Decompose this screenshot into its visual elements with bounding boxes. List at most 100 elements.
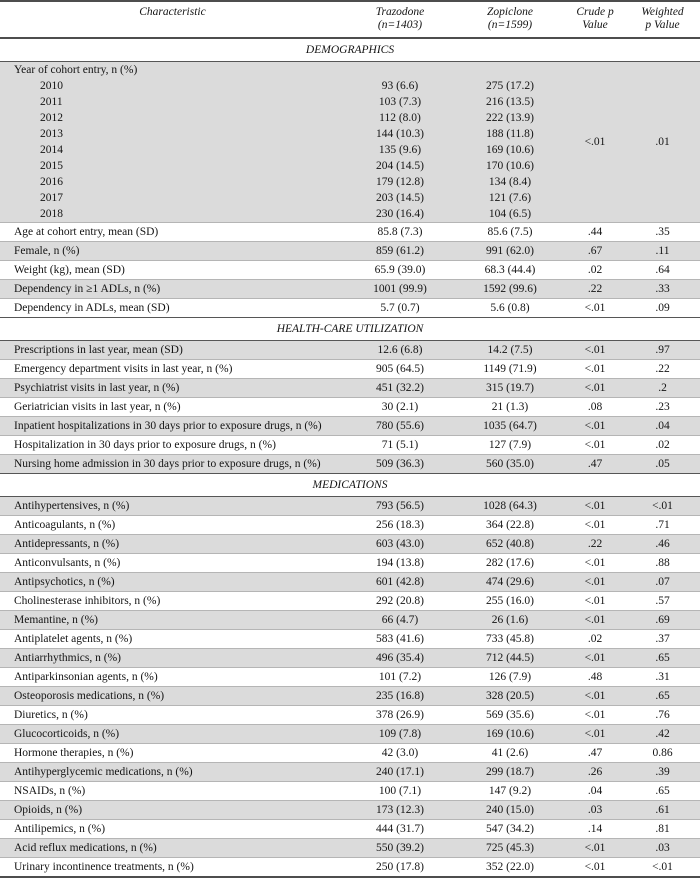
weighted-p-cell: <.01 — [625, 496, 700, 516]
trazodone-cell: 583 (41.6) — [345, 629, 455, 649]
section-title-row: DEMOGRAPHICS — [0, 37, 700, 63]
zopiclone-cell: 169 (10.6) — [455, 142, 565, 159]
characteristic-cell: NSAIDs, n (%) — [0, 781, 345, 801]
characteristic-cell: Dependency in ≥1 ADLs, n (%) — [0, 279, 345, 299]
table-subrow: 2012 112 (8.0) 222 (13.9) — [0, 110, 700, 127]
characteristic-cell: 2014 — [0, 142, 345, 159]
crude-p-cell: <.01 — [565, 838, 625, 858]
characteristic-cell: Hormone therapies, n (%) — [0, 743, 345, 763]
header-row: Characteristic Trazodone (n=1403) Zopicl… — [0, 0, 700, 40]
characteristic-cell: Weight (kg), mean (SD) — [0, 260, 345, 280]
table-subrow: 2015 204 (14.5) 170 (10.6) — [0, 158, 700, 175]
col-header-characteristic: Characteristic — [0, 0, 345, 40]
zopiclone-cell — [455, 61, 565, 79]
table-row: Hospitalization in 30 days prior to expo… — [0, 435, 700, 455]
characteristic-cell: Geriatrician visits in last year, n (%) — [0, 397, 345, 417]
table-row: Antidepressants, n (%) 603 (43.0) 652 (40.… — [0, 534, 700, 554]
characteristic-cell: Psychiatrist visits in last year, n (%) — [0, 378, 345, 398]
trazodone-cell: 256 (18.3) — [345, 515, 455, 535]
zopiclone-cell: 104 (6.5) — [455, 206, 565, 223]
table-row: Antiplatelet agents, n (%) 583 (41.6) 733 … — [0, 629, 700, 649]
trazodone-cell: 509 (36.3) — [345, 454, 455, 474]
zopiclone-cell: 652 (40.8) — [455, 534, 565, 554]
zopiclone-cell: 991 (62.0) — [455, 241, 565, 261]
table-row: Age at cohort entry, mean (SD) 85.8 (7.3)… — [0, 222, 700, 242]
zopiclone-cell: 299 (18.7) — [455, 762, 565, 782]
characteristic-cell: Antiparkinsonian agents, n (%) — [0, 667, 345, 687]
crude-p-cell: <.01 — [565, 724, 625, 744]
crude-p-cell: <.01 — [565, 435, 625, 455]
characteristic-cell: 2013 — [0, 126, 345, 143]
crude-p-cell: .47 — [565, 743, 625, 763]
table-row: Diuretics, n (%) 378 (26.9) 569 (35.6) <.01… — [0, 705, 700, 725]
table-subrow: 2010 93 (6.6) 275 (17.2) — [0, 78, 700, 95]
crude-p-cell: <.01 — [565, 378, 625, 398]
crude-p-cell: .04 — [565, 781, 625, 801]
weighted-p-cell: .03 — [625, 838, 700, 858]
table-row: Psychiatrist visits in last year, n (%) 4… — [0, 378, 700, 398]
zopiclone-cell: 733 (45.8) — [455, 629, 565, 649]
weighted-p-cell: .01 — [625, 61, 700, 223]
zopiclone-cell: 14.2 (7.5) — [455, 340, 565, 360]
trazodone-cell: 603 (43.0) — [345, 534, 455, 554]
characteristic-cell: Hospitalization in 30 days prior to expo… — [0, 435, 345, 455]
weighted-p-cell: .46 — [625, 534, 700, 554]
table-row: Dependency in ≥1 ADLs, n (%) 1001 (99.9) 1… — [0, 279, 700, 299]
trazodone-cell: 179 (12.8) — [345, 174, 455, 191]
table-row: Glucocorticoids, n (%) 109 (7.8) 169 (10.6… — [0, 724, 700, 744]
weighted-p-cell: .76 — [625, 705, 700, 725]
table-row: Antiparkinsonian agents, n (%) 101 (7.2) 1… — [0, 667, 700, 687]
zopiclone-cell: 1149 (71.9) — [455, 359, 565, 379]
characteristic-cell: Antiplatelet agents, n (%) — [0, 629, 345, 649]
trazodone-cell: 85.8 (7.3) — [345, 222, 455, 242]
trazodone-cell: 250 (17.8) — [345, 857, 455, 878]
crude-p-cell: <.01 — [565, 496, 625, 516]
weighted-p-cell: 0.86 — [625, 743, 700, 763]
zopiclone-cell: 188 (11.8) — [455, 126, 565, 143]
trazodone-cell: 42 (3.0) — [345, 743, 455, 763]
trazodone-cell: 235 (16.8) — [345, 686, 455, 706]
characteristic-cell: 2010 — [0, 78, 345, 95]
table-row: Urinary incontinence treatments, n (%) 25… — [0, 857, 700, 878]
crude-p-cell: <.01 — [565, 61, 625, 223]
table-row: Opioids, n (%) 173 (12.3) 240 (15.0) .03.61 — [0, 800, 700, 820]
crude-p-cell: <.01 — [565, 857, 625, 878]
table-subrow: 2016 179 (12.8) 134 (8.4) — [0, 174, 700, 191]
trazodone-cell: 240 (17.1) — [345, 762, 455, 782]
crude-p-cell: .08 — [565, 397, 625, 417]
trazodone-cell: 5.7 (0.7) — [345, 298, 455, 318]
zopiclone-cell: 170 (10.6) — [455, 158, 565, 175]
table-row: Geriatrician visits in last year, n (%) 3… — [0, 397, 700, 417]
weighted-p-cell: .05 — [625, 454, 700, 474]
zopiclone-cell: 216 (13.5) — [455, 94, 565, 111]
characteristic-cell: Antiarrhythmics, n (%) — [0, 648, 345, 668]
zopiclone-cell: 328 (20.5) — [455, 686, 565, 706]
table-row: Nursing home admission in 30 days prior … — [0, 454, 700, 474]
trazodone-cell: 66 (4.7) — [345, 610, 455, 630]
characteristic-cell: Year of cohort entry, n (%) — [0, 61, 345, 79]
weighted-p-cell: .37 — [625, 629, 700, 649]
trazodone-cell — [345, 61, 455, 79]
table-subrow: 2013 144 (10.3) 188 (11.8) — [0, 126, 700, 143]
weighted-p-cell: .61 — [625, 800, 700, 820]
weighted-p-cell: .57 — [625, 591, 700, 611]
zopiclone-cell: 547 (34.2) — [455, 819, 565, 839]
zopiclone-cell: 725 (45.3) — [455, 838, 565, 858]
section-title-row: MEDICATIONS — [0, 473, 700, 498]
crude-p-cell: .26 — [565, 762, 625, 782]
characteristic-cell: 2016 — [0, 174, 345, 191]
weighted-p-cell: .81 — [625, 819, 700, 839]
trazodone-cell: 203 (14.5) — [345, 190, 455, 207]
weighted-p-cell: .09 — [625, 298, 700, 318]
weighted-p-cell: .71 — [625, 515, 700, 535]
table-subrow: 2014 135 (9.6) 169 (10.6) — [0, 142, 700, 159]
trazodone-cell: 30 (2.1) — [345, 397, 455, 417]
trazodone-cell: 173 (12.3) — [345, 800, 455, 820]
section-title: HEALTH-CARE UTILIZATION — [0, 317, 700, 342]
characteristic-cell: 2017 — [0, 190, 345, 207]
characteristic-cell: Anticonvulsants, n (%) — [0, 553, 345, 573]
table-subrow: 2011 103 (7.3) 216 (13.5) — [0, 94, 700, 111]
zopiclone-cell: 364 (22.8) — [455, 515, 565, 535]
trazodone-cell: 194 (13.8) — [345, 553, 455, 573]
trazodone-cell: 780 (55.6) — [345, 416, 455, 436]
